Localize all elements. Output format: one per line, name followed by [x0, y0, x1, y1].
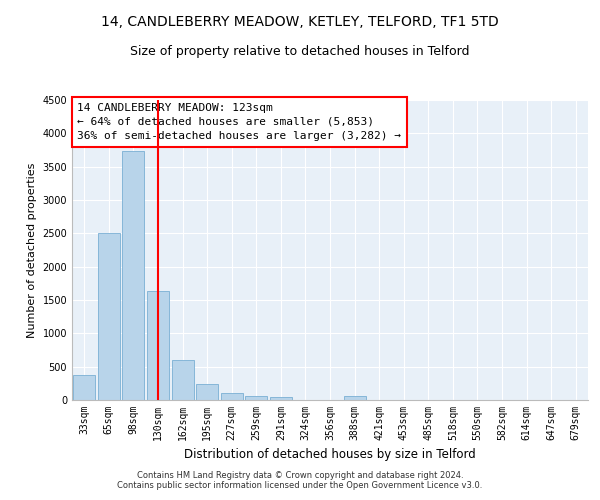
- Bar: [196, 384, 218, 400]
- Text: 14, CANDLEBERRY MEADOW, KETLEY, TELFORD, TF1 5TD: 14, CANDLEBERRY MEADOW, KETLEY, TELFORD,…: [101, 15, 499, 29]
- Bar: [172, 360, 194, 400]
- Text: Contains HM Land Registry data © Crown copyright and database right 2024.
Contai: Contains HM Land Registry data © Crown c…: [118, 470, 482, 490]
- Bar: [344, 396, 365, 400]
- X-axis label: Distribution of detached houses by size in Telford: Distribution of detached houses by size …: [184, 448, 476, 462]
- Bar: [270, 397, 292, 400]
- Bar: [98, 232, 120, 400]
- Bar: [245, 396, 268, 400]
- Bar: [147, 290, 169, 400]
- Text: 14 CANDLEBERRY MEADOW: 123sqm
← 64% of detached houses are smaller (5,853)
36% o: 14 CANDLEBERRY MEADOW: 123sqm ← 64% of d…: [77, 103, 401, 141]
- Bar: [73, 374, 95, 400]
- Bar: [122, 150, 145, 400]
- Bar: [221, 393, 243, 400]
- Text: Size of property relative to detached houses in Telford: Size of property relative to detached ho…: [130, 45, 470, 58]
- Y-axis label: Number of detached properties: Number of detached properties: [27, 162, 37, 338]
